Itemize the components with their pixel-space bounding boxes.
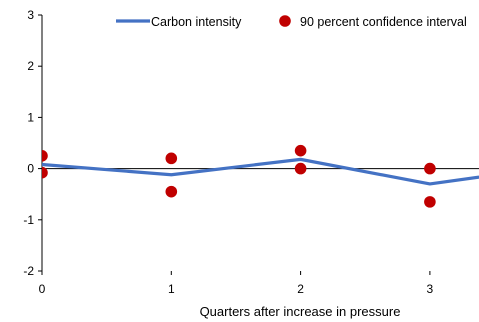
y-tick-label: 2 [27,59,34,73]
y-tick-label: -1 [23,213,34,227]
confidence-interval-point [294,144,307,157]
x-axis-ticks: 0 1 2 3 [39,271,434,296]
y-tick-label: 1 [27,110,34,124]
confidence-interval-point [424,162,436,175]
legend-label-carbon-intensity: Carbon intensity [151,15,242,29]
legend: Carbon intensity 90 percent confidence i… [116,15,467,29]
x-tick-label: 1 [168,282,175,296]
confidence-interval-points [42,144,436,208]
x-tick-label: 3 [427,282,434,296]
confidence-interval-point [42,166,48,179]
y-axis-ticks: -2 -1 0 1 2 3 [23,8,42,278]
confidence-interval-point [165,185,178,198]
y-tick-label: 3 [27,8,34,22]
confidence-interval-point [424,196,436,208]
confidence-interval-point [294,162,307,175]
y-tick-label: -2 [23,264,34,278]
legend-label-confidence-interval: 90 percent confidence interval [300,15,467,29]
x-tick-label: 0 [39,282,46,296]
y-tick-label: 0 [27,162,34,176]
x-tick-label: 2 [297,282,304,296]
confidence-interval-point [42,150,48,162]
confidence-interval-point [165,152,178,165]
carbon-intensity-line [42,157,479,186]
legend-swatch-confidence-interval [279,15,291,27]
series-layer [42,144,479,208]
x-axis-title: Quarters after increase in pressure [200,304,401,319]
